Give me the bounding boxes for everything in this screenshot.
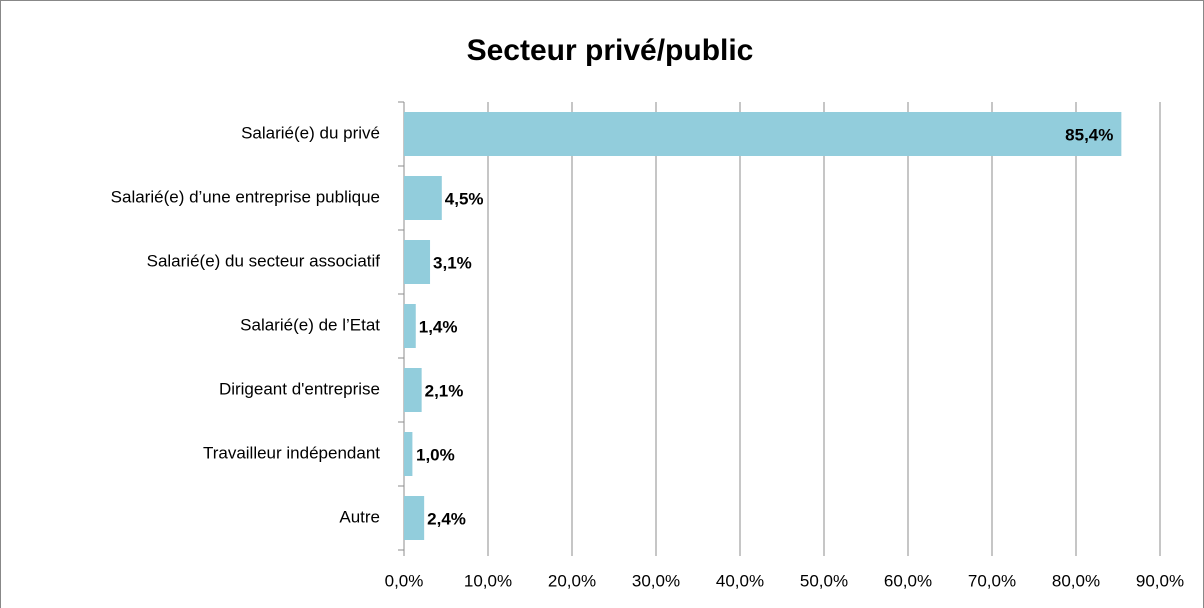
x-tick-label: 10,0%	[464, 571, 512, 590]
data-label: 4,5%	[445, 189, 484, 208]
x-tick-label: 60,0%	[884, 571, 932, 590]
chart-title: Secteur privé/public	[467, 34, 754, 67]
x-tick-label: 80,0%	[1052, 571, 1100, 590]
y-tick-label: Dirigeant d'entreprise	[219, 379, 380, 398]
y-tick-label: Salarié(e) d’une entreprise publique	[111, 187, 380, 206]
data-label: 85,4%	[1065, 125, 1113, 144]
y-tick-label: Travailleur indépendant	[203, 443, 380, 462]
y-tick-label: Salarié(e) du secteur associatif	[147, 251, 381, 270]
y-tick-label: Salarié(e) du privé	[241, 123, 380, 142]
x-tick-label: 30,0%	[632, 571, 680, 590]
data-label: 2,1%	[425, 381, 464, 400]
x-tick-label: 40,0%	[716, 571, 764, 590]
x-tick-label: 70,0%	[968, 571, 1016, 590]
x-tick-label: 20,0%	[548, 571, 596, 590]
x-tick-label: 50,0%	[800, 571, 848, 590]
data-label: 1,4%	[419, 317, 458, 336]
bar	[404, 240, 431, 284]
bar	[404, 496, 425, 540]
data-label: 2,4%	[427, 509, 466, 528]
x-tick-label: 0,0%	[385, 571, 424, 590]
data-label: 3,1%	[433, 253, 472, 272]
y-tick-label: Autre	[339, 507, 380, 526]
x-tick-label: 90,0%	[1136, 571, 1184, 590]
y-tick-label: Salarié(e) de l’Etat	[240, 315, 380, 334]
bar	[404, 432, 413, 476]
bar	[404, 112, 1122, 156]
bar	[404, 304, 416, 348]
data-label: 1,0%	[416, 445, 455, 464]
bar	[404, 368, 422, 412]
bar	[404, 176, 442, 220]
